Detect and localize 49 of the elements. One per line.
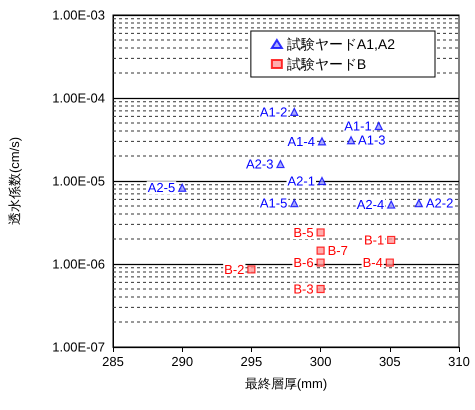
y-tick-label: 1.00E-06 bbox=[52, 256, 105, 272]
annotation: A2-3 bbox=[246, 156, 274, 172]
annotation: A1-5 bbox=[260, 196, 288, 211]
x-tick-label: 295 bbox=[240, 354, 262, 369]
annotation: B-2 bbox=[224, 262, 244, 277]
y-axis-title: 透水係数(cm/s) bbox=[7, 136, 22, 226]
annotation: B-6 bbox=[293, 255, 314, 270]
point bbox=[316, 284, 325, 294]
legend-label: 試験ヤードA1,A2 bbox=[286, 36, 396, 52]
point bbox=[316, 228, 325, 237]
point bbox=[178, 184, 186, 192]
point bbox=[318, 137, 326, 146]
legend-label: 試験ヤードB bbox=[286, 56, 366, 72]
annotation: B-3 bbox=[293, 281, 314, 296]
annotation: A1-4 bbox=[288, 134, 315, 149]
annotation: A1-3 bbox=[358, 132, 386, 148]
annotation: B-5 bbox=[293, 224, 314, 240]
annotation: A2-4 bbox=[356, 197, 384, 212]
point bbox=[290, 199, 298, 208]
point bbox=[374, 122, 383, 130]
point bbox=[414, 199, 423, 208]
y-tick-label: 1.00E-03 bbox=[52, 8, 105, 22]
x-tick-label: 310 bbox=[448, 354, 470, 369]
annotation: B-1 bbox=[364, 232, 384, 248]
x-axis-title: 最終層厚(mm) bbox=[244, 376, 328, 391]
point bbox=[316, 258, 325, 267]
x-tick-label: 300 bbox=[310, 354, 332, 369]
annotation: B-4 bbox=[362, 255, 383, 270]
annotation: A2-5 bbox=[148, 180, 176, 196]
annotation: A2-2 bbox=[426, 196, 454, 211]
annotation: B-7 bbox=[328, 243, 348, 258]
point bbox=[247, 265, 256, 274]
x-tick-label: 285 bbox=[102, 354, 124, 369]
y-tick-label: 1.00E-04 bbox=[52, 90, 105, 106]
point bbox=[387, 200, 396, 209]
point bbox=[387, 236, 396, 244]
point bbox=[276, 160, 285, 168]
annotation: A1-2 bbox=[260, 104, 288, 120]
x-tick-label: 290 bbox=[171, 354, 194, 369]
annotation: A1-1 bbox=[344, 118, 372, 134]
point bbox=[316, 246, 325, 255]
x-tick-label: 305 bbox=[378, 354, 401, 369]
point bbox=[386, 258, 394, 267]
y-tick-label: 1.00E-07 bbox=[52, 340, 105, 354]
annotation: A2-1 bbox=[288, 174, 315, 188]
point bbox=[346, 136, 356, 144]
point bbox=[290, 108, 298, 116]
y-tick-label: 1.00E-05 bbox=[52, 174, 105, 188]
point bbox=[318, 176, 326, 186]
